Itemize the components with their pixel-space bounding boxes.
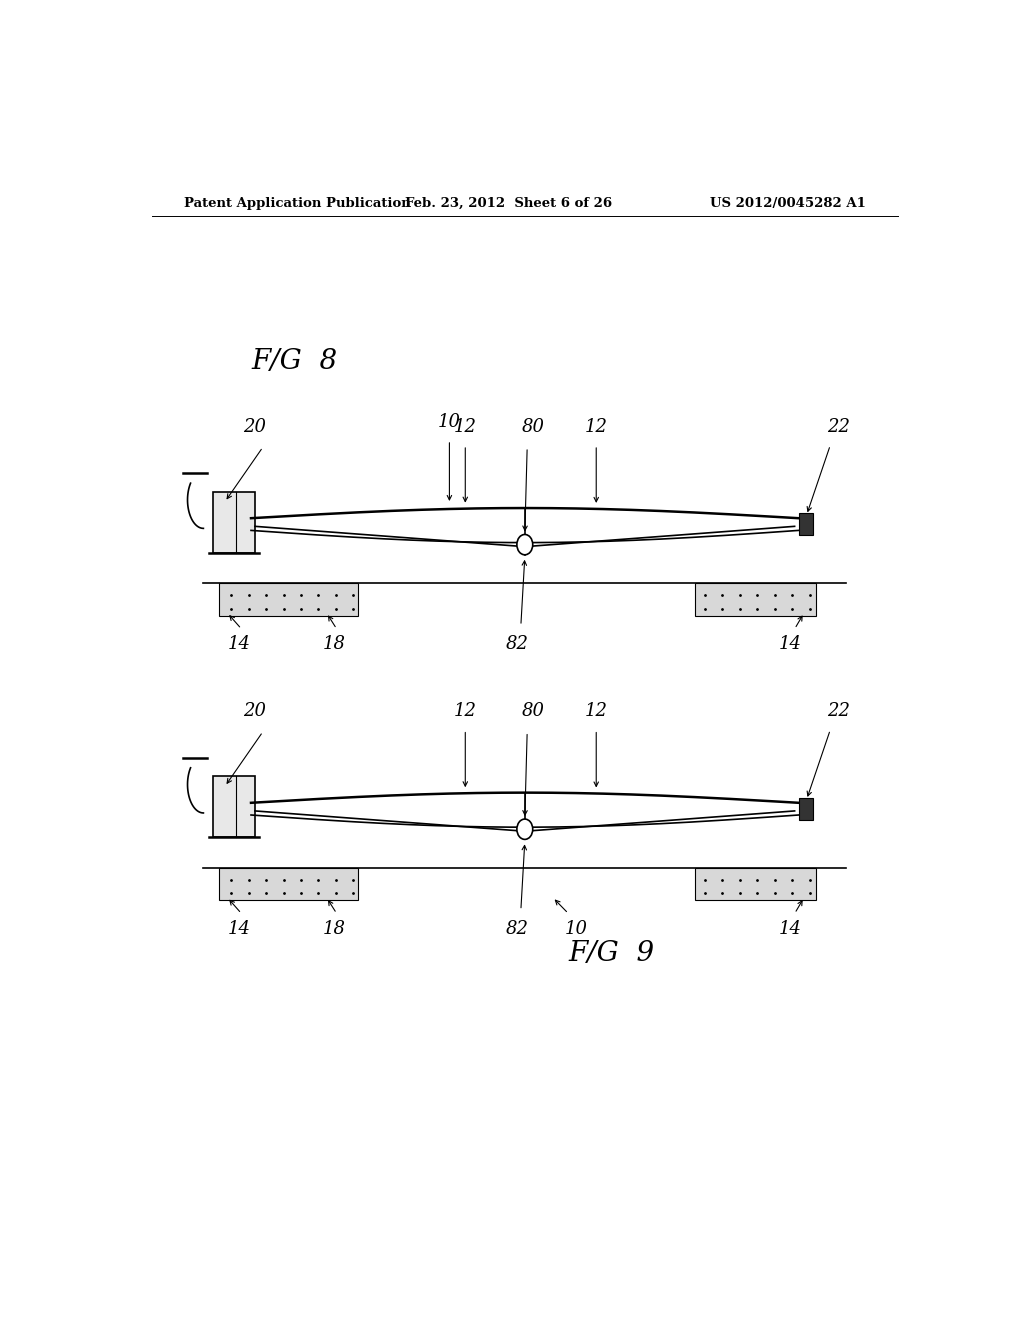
- Text: 14: 14: [779, 920, 802, 937]
- Text: F/G  8: F/G 8: [251, 348, 337, 375]
- Text: 14: 14: [227, 920, 251, 937]
- Text: 82: 82: [506, 920, 528, 937]
- Polygon shape: [695, 867, 816, 900]
- Text: F/G  9: F/G 9: [568, 940, 654, 966]
- Text: Feb. 23, 2012  Sheet 6 of 26: Feb. 23, 2012 Sheet 6 of 26: [406, 197, 612, 210]
- Polygon shape: [213, 492, 255, 553]
- Text: 12: 12: [454, 702, 477, 721]
- Circle shape: [517, 818, 532, 840]
- Circle shape: [517, 535, 532, 554]
- Text: 80: 80: [521, 702, 544, 721]
- Text: 80: 80: [521, 417, 544, 436]
- Text: 18: 18: [323, 920, 346, 937]
- Polygon shape: [799, 513, 813, 536]
- Text: Patent Application Publication: Patent Application Publication: [183, 197, 411, 210]
- Text: US 2012/0045282 A1: US 2012/0045282 A1: [711, 197, 866, 210]
- Text: 10: 10: [438, 413, 461, 430]
- Text: 20: 20: [244, 702, 266, 721]
- Text: 22: 22: [826, 417, 850, 436]
- Text: 18: 18: [323, 635, 346, 653]
- Polygon shape: [695, 583, 816, 616]
- Text: 20: 20: [244, 417, 266, 436]
- Text: 82: 82: [506, 635, 528, 653]
- Polygon shape: [219, 583, 358, 616]
- Text: 14: 14: [227, 635, 251, 653]
- Text: 22: 22: [826, 702, 850, 721]
- Text: 14: 14: [779, 635, 802, 653]
- Text: 12: 12: [585, 702, 607, 721]
- Text: 12: 12: [585, 417, 607, 436]
- Text: 12: 12: [454, 417, 477, 436]
- Polygon shape: [799, 797, 813, 820]
- Text: 10: 10: [565, 920, 588, 937]
- Polygon shape: [213, 776, 255, 837]
- Polygon shape: [219, 867, 358, 900]
